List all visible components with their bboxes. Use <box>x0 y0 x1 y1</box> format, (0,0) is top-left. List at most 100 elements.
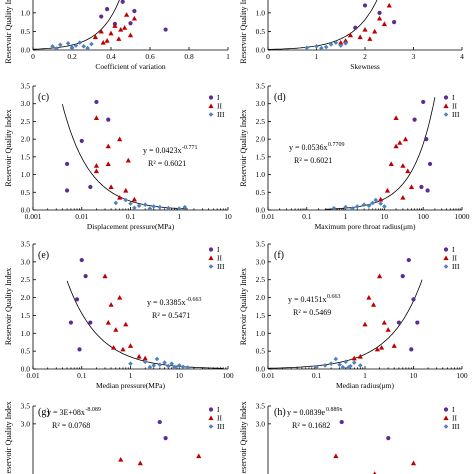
panel-b-y-tick-label: 0.0 <box>256 46 266 55</box>
panel-a-point-III <box>50 43 55 49</box>
panel-e-y-tick-label: 0.5 <box>21 347 31 356</box>
panel-c-point-II <box>108 184 114 190</box>
panel-b-point-III <box>333 40 339 45</box>
panel-f-x-tick-label: 10 <box>410 371 418 380</box>
panel-d-r-squared: R² = 0.6021 <box>294 156 332 165</box>
panel-a-point-II <box>104 38 110 43</box>
panel-c-point-II <box>117 195 123 200</box>
panel-f-point-I <box>409 347 414 352</box>
panel-h-point-II <box>373 471 377 474</box>
panel-d-point-I <box>424 137 429 142</box>
panel-e-x-label: Median pressure(MPa) <box>96 381 165 390</box>
panel-e-y-tick-label: 1.0 <box>21 329 31 338</box>
panel-c-legend-marker-II <box>208 103 214 109</box>
panel-f-point-II <box>362 321 368 327</box>
panel-c-label: (c) <box>38 92 49 103</box>
panel-f-y-tick-label: 2.5 <box>256 275 266 284</box>
panel-a-point-II <box>124 12 130 17</box>
panel-d-point-II <box>408 184 415 190</box>
panel-d-y-tick-label: 1.5 <box>256 152 266 161</box>
panel-c-y-tick-label: 1.5 <box>21 152 31 161</box>
panel-a-point-III <box>65 41 71 46</box>
panel-g-point-I <box>163 436 168 441</box>
panel-e-point-I <box>88 320 93 325</box>
panel-b-point-II <box>376 15 383 21</box>
panel-d-x-tick-label: 0.1 <box>302 212 312 221</box>
panel-c-y-tick-label: 2.5 <box>21 117 31 126</box>
panel-a-y-label: Reservoir Quality Index <box>4 0 13 64</box>
panel-d-point-I <box>427 161 433 167</box>
panel-h-point-II <box>410 460 417 466</box>
panel-g-point-I <box>157 419 162 425</box>
panel-e-legend-marker-I <box>208 247 214 252</box>
panel-c-point-III <box>136 203 142 209</box>
panel-f-point-II <box>385 327 391 332</box>
panel-e-x-tick-label: 100 <box>222 371 234 380</box>
panel-f-x-tick-label: 0.1 <box>312 371 322 380</box>
panel-b-point-III <box>304 45 310 51</box>
panel-c-point-I <box>88 184 93 190</box>
panel-f-point-II <box>379 344 385 350</box>
panel-f-point-III <box>343 359 348 365</box>
panel-a-point-I <box>105 7 110 12</box>
panel-e-legend-marker-III <box>208 264 214 269</box>
panel-e-point-II <box>108 302 114 307</box>
panel-c-point-III <box>142 202 148 207</box>
panel-e-x-tick-label: 0.1 <box>77 371 87 380</box>
panel-d-legend-marker-II <box>443 103 449 109</box>
panel-c-point-I <box>106 117 111 122</box>
panel-b-x-tick-label: 4 <box>460 52 464 61</box>
panel-h-equation: y = 0.0839e <box>287 408 326 417</box>
panel-c-point-III <box>147 206 153 211</box>
panel-c-point-I <box>64 188 70 193</box>
panel-c-y-tick-label: 2.0 <box>21 135 31 144</box>
panel-f-point-III <box>351 360 357 365</box>
panel-h-equation-exponent: 0.889x <box>326 407 343 413</box>
panel-b-point-I <box>353 25 358 30</box>
panel-f-point-I <box>406 257 411 263</box>
panel-a-point-III <box>81 43 86 49</box>
panel-a-point-III <box>85 45 90 51</box>
panel-d-point-III <box>382 204 387 209</box>
panel-d-legend-label-II: II <box>452 102 457 111</box>
panel-c-fit-curve <box>62 104 188 210</box>
panel-c-y-tick-label: 0.5 <box>21 188 31 197</box>
panel-c-legend-label-I: I <box>217 93 220 102</box>
panel-f-legend-marker-I <box>443 247 449 252</box>
panel-b-point-III <box>319 45 324 51</box>
panel-f-legend-label-III: III <box>452 262 460 271</box>
panel-c-y-tick-label: 0.0 <box>21 206 31 215</box>
panel-f-point-I <box>411 297 416 302</box>
panel-a-point-II <box>131 15 137 21</box>
panel-a-x-label: Coefficient of variation <box>95 62 166 71</box>
panel-d-point-III <box>366 203 372 209</box>
panel-f-point-II <box>381 319 387 325</box>
panel-e-legend-label-III: III <box>217 262 225 271</box>
panel-e-point-III <box>185 365 191 370</box>
panel-b-point-III <box>314 43 319 49</box>
panel-f-y-tick-label: 1.5 <box>256 311 266 320</box>
panel-c-x-tick-label: 1 <box>177 212 181 221</box>
panel-f-x-label: Median radius(μm) <box>336 381 394 390</box>
panel-f-legend-marker-III <box>443 264 449 269</box>
panel-a-y-tick-label: 1.0 <box>21 8 31 17</box>
panel-b-point-I <box>392 20 397 25</box>
panel-b-point-II <box>362 26 368 32</box>
panel-f-y-tick-label: 3.0 <box>256 257 266 266</box>
panel-d-y-tick-label: 3.0 <box>256 99 266 108</box>
panel-e-point-II <box>127 343 134 348</box>
panel-g-legend-marker-I <box>208 407 214 412</box>
panel-c-legend-label-II: II <box>217 102 222 111</box>
panel-c-x-tick-label: 10 <box>224 212 232 221</box>
panel-d-y-tick-label: 2.5 <box>256 117 266 126</box>
panel-d-y-tick-label: 0.5 <box>256 188 266 197</box>
panel-c-y-tick-label: 1.0 <box>21 170 31 179</box>
panel-d-point-I <box>421 99 426 105</box>
panel-f-r-squared: R² = 0.5469 <box>293 308 331 317</box>
panel-e-x-tick-label: 1 <box>129 371 133 380</box>
panel-h-point-I <box>339 419 344 425</box>
panel-a-x-tick-label: 0.2 <box>67 52 77 61</box>
panel-h-y-label: Reservoir Quality Index <box>239 401 248 474</box>
panel-a-point-II <box>127 32 134 38</box>
panel-e-y-tick-label: 1.5 <box>21 311 31 320</box>
